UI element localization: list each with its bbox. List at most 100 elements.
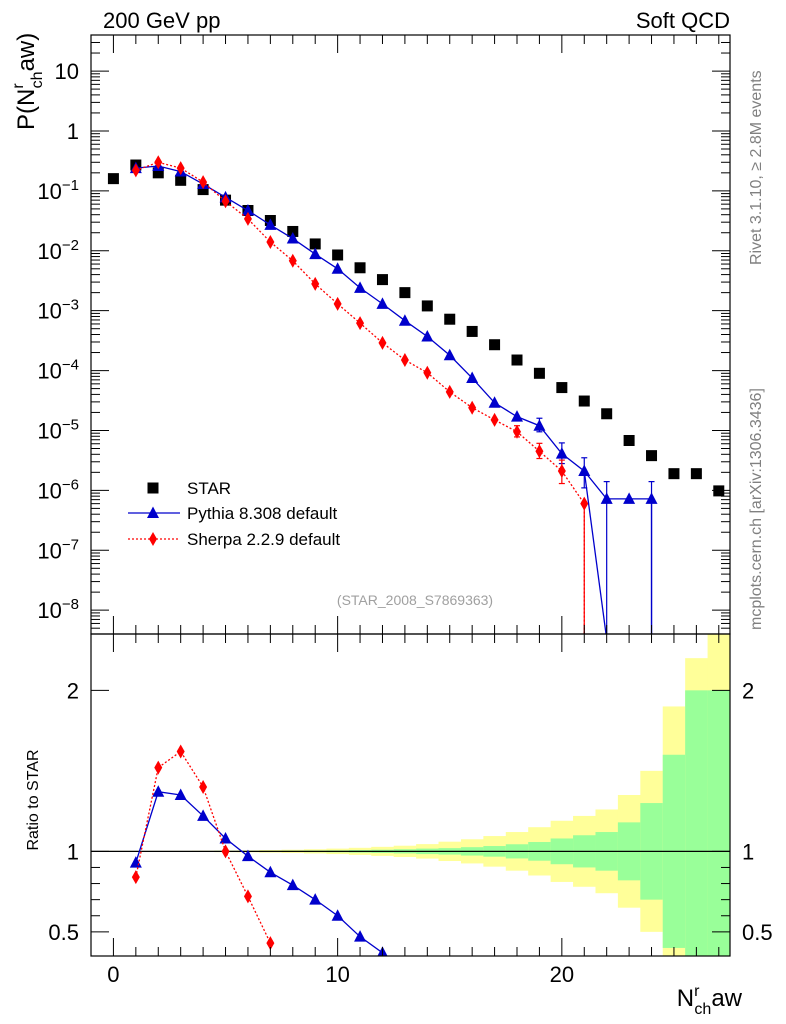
main-y-tick-label: 10−7 xyxy=(37,536,79,563)
star-point xyxy=(623,434,635,446)
x-tick-label: 20 xyxy=(550,962,574,987)
legend-star-marker xyxy=(147,482,159,494)
sherpa-2-2-9-default-point xyxy=(176,161,185,176)
sherpa-2-2-9-default-point xyxy=(423,365,432,380)
ratio-pythia-8-308-default-point xyxy=(219,831,232,844)
ratio-y-tick-label-right: 2 xyxy=(742,678,754,703)
star-point xyxy=(421,300,433,312)
sherpa-2-2-9-default-point xyxy=(490,412,499,427)
pythia-8-308-default-point xyxy=(555,447,568,459)
header-left: 200 GeV pp xyxy=(103,8,220,33)
sherpa-2-2-9-default-point xyxy=(131,163,140,178)
main-y-tick-label: 10−5 xyxy=(37,416,79,443)
star-point xyxy=(713,485,725,497)
pythia-8-308-default-point xyxy=(443,348,456,361)
pythia-8-308-default-point xyxy=(511,410,523,422)
ratio-pythia-8-308-default-point xyxy=(241,849,254,862)
pythia-8-308-default-point xyxy=(488,396,501,408)
ratio-sherpa-2-2-9-default-point xyxy=(154,760,163,775)
header-right: Soft QCD xyxy=(636,8,730,33)
ratio-y-axis-label: Ratio to STAR xyxy=(25,749,42,850)
ratio-sherpa-2-2-9-default-point xyxy=(131,870,140,885)
ratio-pythia-8-308-default-point xyxy=(197,809,210,821)
main-y-tick-label: 10−2 xyxy=(37,237,79,264)
star-point xyxy=(533,367,545,379)
star-point xyxy=(309,238,321,250)
labels: 200 GeV pp Soft QCD Rivet 3.1.10, ≥ 2.8M e… xyxy=(10,8,765,1018)
star-point xyxy=(601,408,613,420)
star-point xyxy=(466,325,478,337)
ratio-pythia-8-308-default-point xyxy=(286,878,299,891)
ratio-pythia-8-308-default-point xyxy=(264,865,277,878)
ratio-band-green xyxy=(707,690,730,956)
pythia-8-308-default-point xyxy=(241,204,254,216)
ratio-band-green xyxy=(685,690,709,956)
ratio-pythia-8-308-default-line xyxy=(135,791,383,954)
sherpa-2-2-9-default-point xyxy=(580,496,589,511)
star-point xyxy=(690,468,702,480)
ratio-sherpa-2-2-9-default-point xyxy=(199,779,208,794)
legend-sherpa-2-2-9-default-marker xyxy=(149,532,157,546)
main-y-tick-label: 10−8 xyxy=(37,596,79,623)
star-point xyxy=(152,167,164,179)
sherpa-2-2-9-default-point xyxy=(468,400,477,415)
ratio-pythia-8-308-default-point xyxy=(129,856,142,868)
ratio-sherpa-2-2-9-default-point xyxy=(221,844,230,859)
star-point xyxy=(646,450,658,462)
pythia-8-308-default-point xyxy=(578,464,591,477)
x-tick-label: 0 xyxy=(107,962,119,987)
pythia-8-308-default-point xyxy=(376,297,389,309)
ratio-y-tick-label-left: 1 xyxy=(67,839,79,864)
pythia-8-308-default-point xyxy=(645,492,658,504)
main-y-axis-label: P(Nr chaw) xyxy=(10,33,46,130)
ratio-panel-series xyxy=(129,744,388,956)
ratio-pythia-8-308-default-point xyxy=(331,909,344,921)
star-point xyxy=(332,249,344,261)
star-point xyxy=(399,287,411,299)
sherpa-2-2-9-default-point xyxy=(199,175,208,190)
star-point xyxy=(175,174,187,186)
legend-pythia-8-308-default-label: Pythia 8.308 default xyxy=(187,504,338,523)
main-y-tick-label: 10−3 xyxy=(37,297,79,324)
sherpa-2-2-9-default-point xyxy=(243,211,252,226)
sherpa-2-2-9-default-point xyxy=(378,335,387,350)
pythia-8-308-default-point xyxy=(331,262,344,274)
main-y-tick-label: 10−6 xyxy=(37,476,79,503)
pythia-8-308-default-point xyxy=(421,330,434,342)
analysis-tag: (STAR_2008_S7869363) xyxy=(337,592,493,608)
sherpa-2-2-9-default-point xyxy=(221,194,230,209)
rivet-version-label: Rivet 3.1.10, ≥ 2.8M events xyxy=(748,70,765,265)
ratio-pythia-8-308-default-point xyxy=(309,893,322,905)
ratio-y-tick-label-right: 1 xyxy=(742,839,754,864)
ratio-y-tick-label-left: 2 xyxy=(67,678,79,703)
pythia-8-308-default-point xyxy=(533,419,546,431)
star-point xyxy=(107,173,119,185)
x-tick-label: 10 xyxy=(325,962,349,987)
sherpa-2-2-9-default-point xyxy=(266,235,275,250)
star-point xyxy=(511,354,523,366)
star-point xyxy=(444,313,456,325)
sherpa-2-2-9-default-point xyxy=(356,316,365,331)
sherpa-2-2-9-default-point xyxy=(535,444,544,459)
mcplots-label: mcplots.cern.ch [arXiv:1306.3436] xyxy=(748,388,765,630)
pythia-8-308-default-point xyxy=(354,281,367,293)
x-axis-label: Nr chaw xyxy=(677,983,743,1018)
pythia-8-308-default-point xyxy=(286,232,299,244)
main-y-tick-label: 1 xyxy=(67,119,79,144)
pythia-8-308-default-point xyxy=(398,314,411,326)
ratio-sherpa-2-2-9-default-point xyxy=(243,889,252,904)
star-point xyxy=(578,395,590,407)
ratio-y-tick-label-left: 0.5 xyxy=(48,920,79,945)
pythia-8-308-default-point xyxy=(309,247,322,260)
ratio-sherpa-2-2-9-default-point xyxy=(176,744,185,759)
sherpa-2-2-9-default-point xyxy=(154,155,163,170)
sherpa-2-2-9-default-point xyxy=(311,276,320,291)
ratio-sherpa-2-2-9-default-point xyxy=(266,936,275,951)
star-point xyxy=(489,339,501,351)
main-y-tick-label: 10−4 xyxy=(37,357,79,384)
star-point xyxy=(668,468,680,480)
ratio-pythia-8-308-default-point xyxy=(174,788,187,800)
sherpa-2-2-9-default-line xyxy=(135,161,585,505)
